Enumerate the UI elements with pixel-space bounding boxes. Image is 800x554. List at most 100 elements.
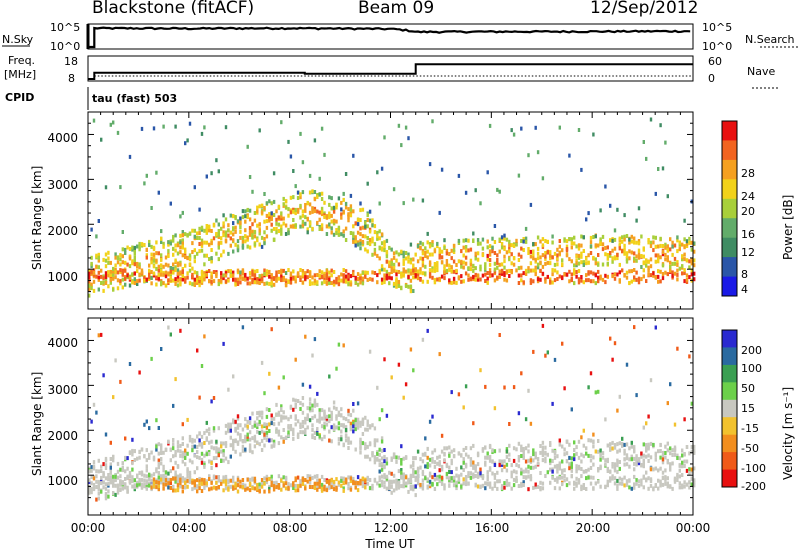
velocity-cell xyxy=(657,449,660,454)
power-cell xyxy=(234,278,237,283)
power-cell xyxy=(676,238,679,243)
power-cell xyxy=(112,266,115,271)
velocity-cell xyxy=(140,470,144,475)
power-cell xyxy=(88,275,91,280)
velocity-cell xyxy=(270,418,273,422)
velocity-cell xyxy=(383,448,386,452)
velocity-cell xyxy=(294,398,297,403)
power-cell xyxy=(352,231,355,236)
velocity-cell xyxy=(520,371,523,376)
velocity-cell xyxy=(344,425,348,430)
power-cell xyxy=(484,279,487,283)
velocity-cell xyxy=(517,458,521,463)
power-cell xyxy=(107,270,110,275)
velocity-cell xyxy=(676,456,679,460)
power-cell xyxy=(188,268,192,273)
velocity-cell xyxy=(616,486,619,491)
velocity-cell xyxy=(131,475,134,480)
power-cell xyxy=(546,274,549,279)
velocity-cell xyxy=(669,446,672,451)
velocity-cell xyxy=(378,458,381,463)
power-cell xyxy=(609,253,612,258)
velocity-cell xyxy=(311,403,314,408)
power-cell xyxy=(462,245,465,250)
power-cell xyxy=(630,239,633,244)
power-cell xyxy=(140,268,144,273)
power-cell xyxy=(573,235,576,240)
power-cell xyxy=(500,271,504,276)
velocity-cell xyxy=(688,480,691,485)
power-cell xyxy=(378,268,381,273)
velocity-cell xyxy=(452,454,456,459)
power-cell xyxy=(669,247,672,252)
velocity-cell xyxy=(335,366,338,371)
velocity-cell xyxy=(119,467,122,472)
power-cell xyxy=(196,273,199,278)
velocity-cell xyxy=(258,430,261,435)
power-cell xyxy=(232,226,235,231)
velocity-cell xyxy=(205,436,208,441)
power-cell xyxy=(488,262,492,267)
velocity-cell xyxy=(169,332,172,337)
power-cell xyxy=(256,238,259,243)
power-cell xyxy=(666,194,669,199)
power-cell xyxy=(666,272,669,277)
power-cell xyxy=(661,252,665,257)
velocity-cell xyxy=(649,455,653,460)
velocity-cell xyxy=(241,482,245,487)
power-cell xyxy=(508,239,511,244)
velocity-cell xyxy=(176,485,180,490)
velocity-cell xyxy=(356,401,360,406)
power-cell xyxy=(344,201,348,206)
velocity-cell xyxy=(224,482,228,487)
nsky-tick-bottom: 10^0 xyxy=(50,40,80,53)
power-cell xyxy=(520,126,523,131)
power-cell xyxy=(556,253,559,258)
velocity-cell xyxy=(119,482,122,487)
velocity-cell xyxy=(395,484,398,489)
velocity-cell xyxy=(282,410,285,415)
velocity-cell xyxy=(287,433,290,438)
power-cell xyxy=(263,230,266,235)
velocity-cell xyxy=(287,485,290,490)
power-cell xyxy=(241,215,245,220)
velocity-cell xyxy=(299,479,302,484)
velocity-cell xyxy=(258,489,261,494)
velocity-cell xyxy=(500,484,504,489)
velocity-cell xyxy=(633,467,636,472)
power-cell xyxy=(522,248,525,252)
power-cell xyxy=(217,222,220,227)
velocity-cell xyxy=(508,452,511,457)
power-cbar-segment xyxy=(722,140,737,161)
power-cell xyxy=(241,268,245,273)
power-cell xyxy=(534,269,537,274)
power-cell xyxy=(582,280,585,285)
power-cell xyxy=(606,274,609,279)
velocity-cell xyxy=(251,486,254,491)
power-cell xyxy=(623,234,626,239)
velocity-cell xyxy=(539,480,542,485)
velocity-cell xyxy=(292,482,295,487)
velocity-cell xyxy=(330,478,333,483)
power-cell xyxy=(301,280,305,285)
power-cell xyxy=(397,283,401,288)
velocity-cell xyxy=(445,475,449,480)
power-cell xyxy=(577,243,581,248)
power-cell xyxy=(287,139,290,144)
velocity-cell xyxy=(378,475,381,480)
power-cell xyxy=(464,255,468,260)
velocity-cell xyxy=(270,474,273,479)
velocity-cell xyxy=(628,464,631,469)
power-cell xyxy=(236,282,240,286)
velocity-cell xyxy=(318,408,321,413)
power-cell xyxy=(347,207,350,212)
velocity-cell xyxy=(359,478,362,483)
velocity-cell xyxy=(476,474,480,479)
velocity-cell xyxy=(92,402,96,407)
velocity-cell xyxy=(337,342,341,347)
velocity-cell xyxy=(570,407,573,412)
velocity-cell xyxy=(512,469,516,474)
nsearch-tick-bottom: 10^0 xyxy=(702,40,732,53)
velocity-cell xyxy=(512,446,516,451)
power-cell xyxy=(606,256,609,261)
